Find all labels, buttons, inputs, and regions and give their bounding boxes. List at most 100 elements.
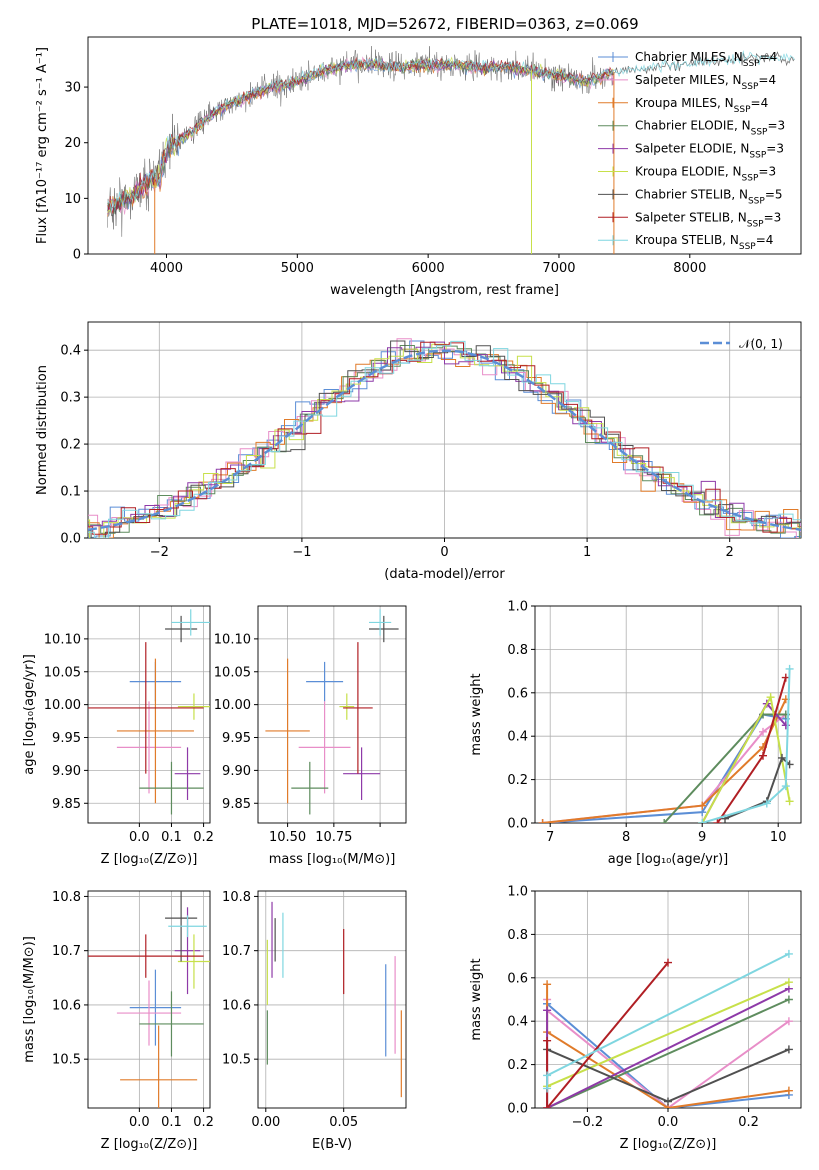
series-line-salpeter_stelib	[546, 961, 669, 1108]
mass_vs_ebv-points	[266, 901, 402, 1098]
y-tick-label: 10.7	[222, 944, 251, 959]
y-tick-label: 0.3	[60, 391, 81, 406]
series-line-kroupa_miles	[542, 698, 787, 823]
errorbar-salpeter_miles	[298, 701, 351, 794]
x-tick-label: 10.75	[315, 830, 352, 845]
errorbar-salpeter_miles	[116, 980, 182, 1046]
series-marker-kroupa_stelib	[785, 664, 794, 673]
errorbar-kroupa_miles	[116, 658, 194, 804]
residuals-xlabel: (data-model)/error	[384, 567, 505, 582]
x-tick-label: −1	[292, 545, 311, 560]
y-tick-label: 0.6	[507, 971, 528, 986]
x-tick-label: 10	[770, 830, 787, 845]
series-marker-kroupa_stelib	[784, 949, 793, 958]
errorbar-kroupa_elodie	[177, 693, 210, 720]
massweight_vs_Z-ylabel: mass weight	[469, 958, 484, 1040]
y-tick-label: 0.1	[60, 485, 81, 500]
errorbar-chabrier_stelib	[165, 615, 198, 643]
series-marker-chabrier_stelib	[784, 1045, 793, 1054]
series-marker-kroupa_stelib	[543, 1071, 552, 1080]
series-marker-salpeter_stelib	[543, 1104, 552, 1108]
series-marker-salpeter_stelib	[664, 958, 672, 967]
x-tick-label: 0.0	[658, 1115, 679, 1130]
mass_vs_ebv-axes: 0.00 0.05 10.5 10.6 10.7 10.8 E(B-V)	[222, 890, 407, 1152]
y-tick-label: 9.90	[52, 764, 81, 779]
age_vs_Z-axes: 0.0 0.1 0.2 9.85 9.90 9.95 10.00 10.05 10.10 Z [l…	[22, 605, 214, 867]
y-tick-label: 0.0	[60, 532, 81, 547]
spectrum-axes: 4000 5000 6000 7000 8000 0 10 20 30 wavelength [A…	[35, 36, 802, 298]
age_vs_Z-points	[88, 609, 210, 815]
errorbar-salpeter_miles	[116, 701, 182, 794]
spectrum-ylabel: Flux [fλ10⁻¹⁷ erg cm⁻² s⁻¹ A⁻¹]	[35, 47, 50, 244]
histogram-salpeter_stelib	[88, 341, 801, 535]
age_vs_mass-frame	[257, 605, 407, 824]
x-tick-label: 0.05	[329, 1115, 358, 1130]
legend-entry-salpeter_miles: Salpeter MILES, NSSP=4	[635, 73, 776, 92]
errorbar-kroupa_miles	[120, 1025, 198, 1108]
x-tick-label: 0.1	[161, 1115, 182, 1130]
errorbar-kroupa_stelib	[171, 609, 210, 636]
x-tick-label: −0.2	[572, 1115, 604, 1130]
errorbar-salpeter_elodie	[343, 747, 381, 800]
series-marker-kroupa_miles	[538, 819, 547, 823]
y-tick-label: 9.90	[222, 764, 251, 779]
model-spectrum-kroupa_elodie	[107, 56, 615, 214]
errorbar-salpeter_stelib	[88, 642, 204, 774]
x-tick-label: 8000	[673, 261, 706, 276]
x-tick-label: 0.1	[161, 830, 182, 845]
y-tick-label: 0.2	[507, 773, 528, 788]
y-tick-label: 10.6	[52, 998, 81, 1013]
series-marker-kroupa_stelib	[762, 799, 771, 808]
x-tick-label: 0.0	[129, 1115, 150, 1130]
mass_vs_ebv-frame	[257, 890, 407, 1109]
errorbar-chabrier_stelib	[369, 615, 399, 643]
series-line-chabrier_miles	[546, 1003, 790, 1108]
y-tick-label: 0.6	[507, 686, 528, 701]
massweight_vs_Z-axes: −0.2 0.0 0.2 0.0 0.2 0.4 0.6 0.8 1.0 Z [log₁₀(Z/Z…	[469, 885, 802, 1152]
x-tick-label: 4000	[150, 261, 183, 276]
histogram-kroupa_miles	[88, 353, 801, 538]
legend-entry-kroupa_elodie: Kroupa ELODIE, NSSP=3	[635, 165, 776, 184]
y-tick-label: 9.85	[52, 797, 81, 812]
y-tick-label: 0.4	[507, 1015, 528, 1030]
x-tick-label: 0.2	[738, 1115, 759, 1130]
x-tick-label: 10.50	[269, 830, 306, 845]
x-tick-label: 9	[698, 830, 706, 845]
y-tick-label: 20	[64, 136, 81, 151]
x-tick-label: 0	[440, 545, 448, 560]
y-tick-label: 0.8	[507, 643, 528, 658]
errorbar-chabrier_elodie	[291, 761, 329, 815]
series-marker-chabrier_elodie	[784, 995, 793, 1004]
series-marker-chabrier_stelib	[664, 1097, 672, 1106]
x-tick-label: 8	[622, 830, 630, 845]
age_vs_Z-frame	[87, 605, 211, 824]
series-marker-chabrier_stelib	[778, 753, 786, 762]
y-tick-label: 9.95	[52, 731, 81, 746]
y-tick-label: 10.8	[222, 890, 251, 905]
x-tick-label: 0.2	[193, 1115, 214, 1130]
massweight_vs_Z-xlabel: Z [log₁₀(Z/Z⊙)]	[620, 1137, 717, 1152]
x-tick-label: 0.2	[193, 830, 214, 845]
series-line-chabrier_elodie	[663, 713, 786, 823]
series-marker-kroupa_elodie	[784, 978, 793, 987]
massweight_vs_Z-lines	[543, 949, 793, 1108]
massweight_vs_age-xlabel: age [log₁₀(age/yr)]	[608, 852, 729, 867]
mass_vs_Z-points	[88, 891, 210, 1108]
errorbar-kroupa_stelib	[168, 915, 207, 938]
age_vs_mass-points	[265, 609, 399, 815]
series-marker-kroupa_miles	[784, 1086, 793, 1095]
errorbar-chabrier_elodie	[139, 991, 204, 1057]
series-marker-salpeter_miles	[759, 727, 767, 736]
series-marker-kroupa_stelib	[698, 819, 707, 823]
residual-histograms	[88, 338, 801, 538]
errorbar-salpeter_stelib	[88, 934, 204, 978]
errorbar-kroupa_elodie	[339, 693, 355, 720]
histogram-chabrier_stelib	[88, 340, 801, 538]
y-tick-label: 1.0	[507, 885, 528, 900]
y-tick-label: 0.8	[507, 928, 528, 943]
age_vs_mass-axes: 10.50 10.75 9.85 9.90 9.95 10.00 10.05 10.10 mas…	[214, 605, 407, 867]
y-tick-label: 10.10	[44, 632, 81, 647]
x-tick-label: 6000	[412, 261, 445, 276]
